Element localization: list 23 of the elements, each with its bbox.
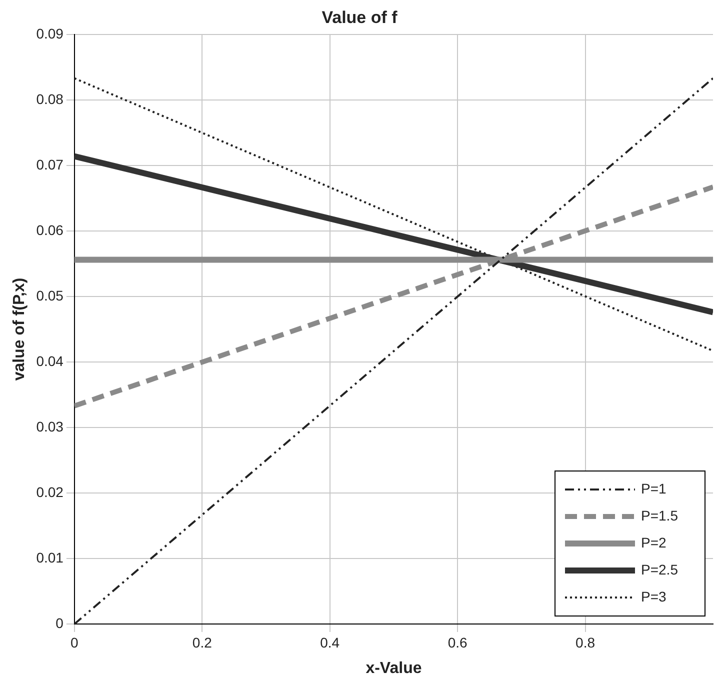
y-tick-label: 0.04 [36, 352, 64, 369]
y-tick-label: 0.03 [36, 418, 64, 434]
legend-label: P=2.5 [641, 561, 678, 578]
x-tick-label: 0.2 [192, 634, 212, 650]
y-tick-label: 0.06 [36, 222, 64, 238]
legend-label: P=1.5 [641, 507, 678, 524]
legend-label: P=3 [641, 588, 667, 604]
x-axis-title: x-Value [366, 660, 422, 677]
y-tick-label: 0 [56, 614, 64, 631]
y-axis-title: value of f(P,x) [11, 278, 28, 381]
y-tick-label: 0.02 [36, 484, 64, 500]
y-tick-label: 0.08 [36, 90, 64, 107]
x-tick-label: 0.6 [448, 634, 468, 650]
chart-title: Value of f [322, 8, 398, 27]
x-tick-label: 0 [70, 634, 79, 650]
legend-label: P=1 [641, 480, 667, 496]
y-tick-label: 0.09 [36, 25, 64, 42]
legend-label: P=2 [641, 534, 667, 550]
y-tick-label: 0.01 [36, 549, 64, 566]
x-tick-label: 0.4 [320, 634, 340, 650]
x-tick-label: 0.8 [576, 634, 596, 650]
y-tick-label: 0.05 [36, 287, 64, 304]
y-tick-label: 0.07 [36, 156, 64, 172]
